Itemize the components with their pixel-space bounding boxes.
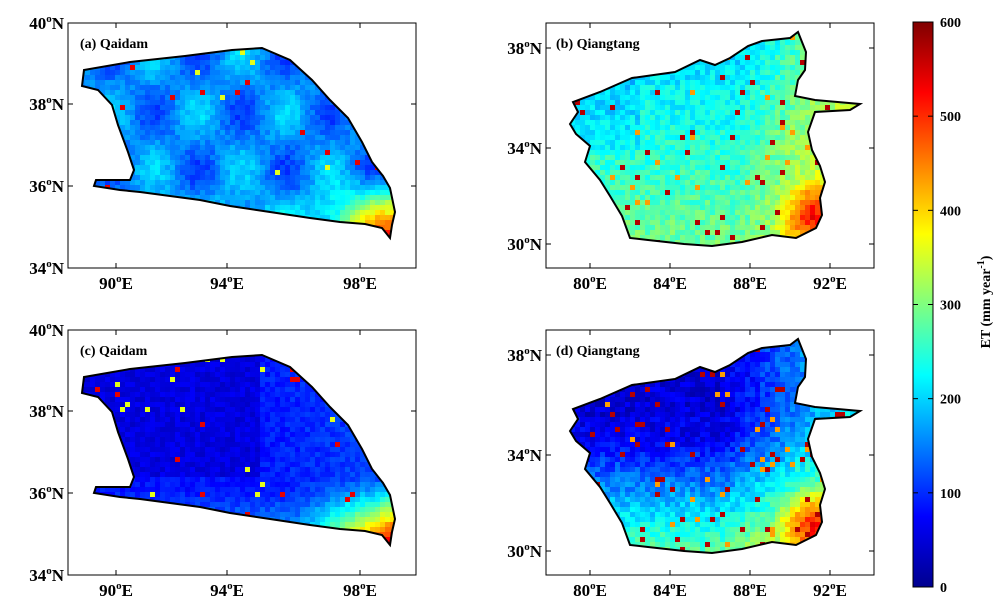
panel-a-lat-tick: 34oN — [29, 258, 65, 278]
colorbar-tick-label: 400 — [940, 204, 961, 219]
panel-c-lat-tick: 40oN — [29, 320, 65, 340]
colorbar-tick-label: 100 — [940, 487, 961, 502]
panel-c-lat-tick: 38oN — [29, 401, 65, 421]
colorbar-tick-label: 0 — [940, 581, 947, 596]
panel-c-title: (c) Qaidam — [80, 344, 148, 359]
panel-b-lon-tick: 80oE — [573, 273, 607, 293]
axes: 40oN 38oN 36oN 34oN 90oE 94oE 98oE 38oN 34oN 30oN… — [29, 13, 874, 600]
panel-c-lon-tick: 90oE — [99, 580, 133, 600]
colorbar-tick-label: 500 — [940, 110, 961, 125]
panel-b-lon-tick: 88oE — [733, 273, 767, 293]
panel-c-lat-tick: 34oN — [29, 565, 65, 585]
colorbar-ticks: 0 100 200 300 400 500 600 — [913, 16, 961, 596]
panel-b-lon-tick: 84oE — [653, 273, 687, 293]
panel-d-title: (d) Qiangtang — [556, 344, 640, 359]
panel-a-lat-tick: 40oN — [29, 13, 65, 33]
panel-a-lon-tick: 98oE — [343, 273, 377, 293]
panel-d-lat-tick: 38oN — [507, 345, 543, 365]
panel-d-lon-tick: 80oE — [573, 580, 607, 600]
panel-d-lat-tick: 30oN — [507, 541, 543, 561]
panel-c-lon-tick: 94oE — [210, 580, 244, 600]
panel-c-lon-tick: 98oE — [343, 580, 377, 600]
panel-d-lon-tick: 84oE — [653, 580, 687, 600]
panel-a-lat-tick: 36oN — [29, 176, 65, 196]
panel-d-lon-tick: 88oE — [733, 580, 767, 600]
colorbar-tick-label: 300 — [940, 299, 961, 314]
panel-b-lon-tick: 92oE — [813, 273, 847, 293]
colorbar-tick-label: 600 — [940, 16, 961, 31]
panel-b-lat-tick: 30oN — [507, 234, 543, 254]
panel-a-lon-tick: 90oE — [99, 273, 133, 293]
colorbar-tick-label: 200 — [940, 393, 961, 408]
panel-a-lon-tick: 94oE — [210, 273, 244, 293]
panel-b-title: (b) Qiangtang — [556, 37, 640, 52]
panel-d-lon-tick: 92oE — [813, 580, 847, 600]
colorbar: 0 100 200 300 400 500 600 ET (mm year-1) — [912, 16, 993, 596]
panel-a-lat-tick: 38oN — [29, 94, 65, 114]
panel-d-lat-tick: 34oN — [507, 445, 543, 465]
panel-b-lat-tick: 34oN — [507, 138, 543, 158]
panel-b-lat-tick: 38oN — [507, 38, 543, 58]
panel-a-title: (a) Qaidam — [80, 37, 148, 52]
colorbar-label: ET (mm year-1) — [976, 255, 993, 348]
panel-c-lat-tick: 36oN — [29, 483, 65, 503]
